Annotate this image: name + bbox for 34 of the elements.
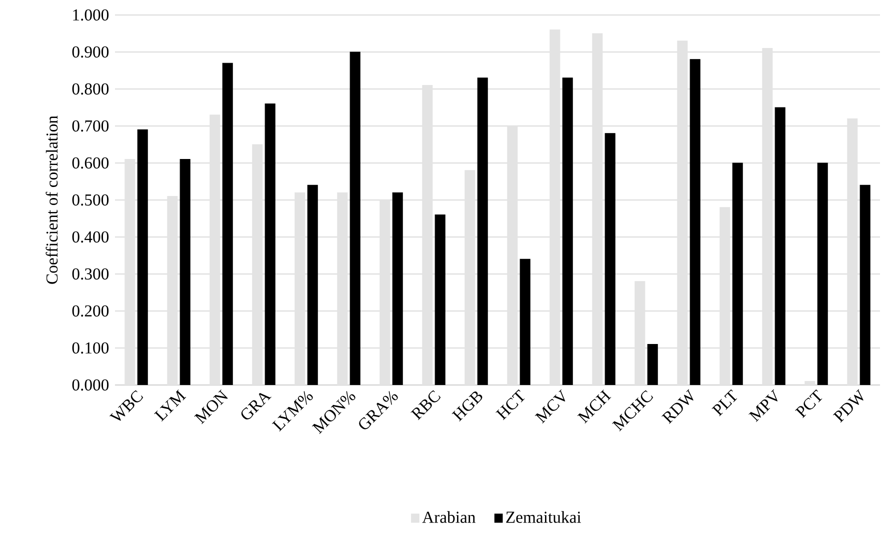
y-tick-label: 0.100 <box>72 342 109 354</box>
bar <box>860 184 870 385</box>
bar <box>732 162 743 385</box>
bar <box>180 159 190 385</box>
y-tick-label: 0.300 <box>72 268 109 280</box>
bar <box>137 129 148 385</box>
y-tick-label: 0.200 <box>72 305 109 317</box>
y-tick-label: 0.800 <box>72 83 109 95</box>
y-tick-label: 0.500 <box>72 194 109 206</box>
bar <box>690 59 700 385</box>
bar <box>647 344 658 385</box>
bar <box>350 52 360 385</box>
bar <box>264 104 276 385</box>
y-axis-title: Coefficient of correlation <box>46 116 58 284</box>
bar <box>392 192 403 385</box>
bar <box>434 214 446 385</box>
legend-label: Zemaitukai <box>506 511 581 523</box>
y-tick-label: 0.700 <box>72 120 109 132</box>
bar <box>477 78 488 385</box>
bar <box>817 162 828 385</box>
bar <box>604 133 616 385</box>
y-tick-label: 0.400 <box>72 231 109 243</box>
y-tick-label: 0.000 <box>72 379 109 391</box>
x-tick-label: PLT <box>712 389 738 416</box>
bar <box>222 62 233 385</box>
bar <box>520 258 530 385</box>
y-tick-label: 1.000 <box>73 9 109 21</box>
bar <box>774 107 786 385</box>
y-tick-label: 0.600 <box>72 157 109 169</box>
legend-label: Arabian <box>422 511 476 523</box>
bar <box>307 184 318 385</box>
y-tick-label: 0.900 <box>72 46 109 58</box>
x-tick-label: GRA <box>241 392 272 420</box>
bar <box>562 78 573 385</box>
